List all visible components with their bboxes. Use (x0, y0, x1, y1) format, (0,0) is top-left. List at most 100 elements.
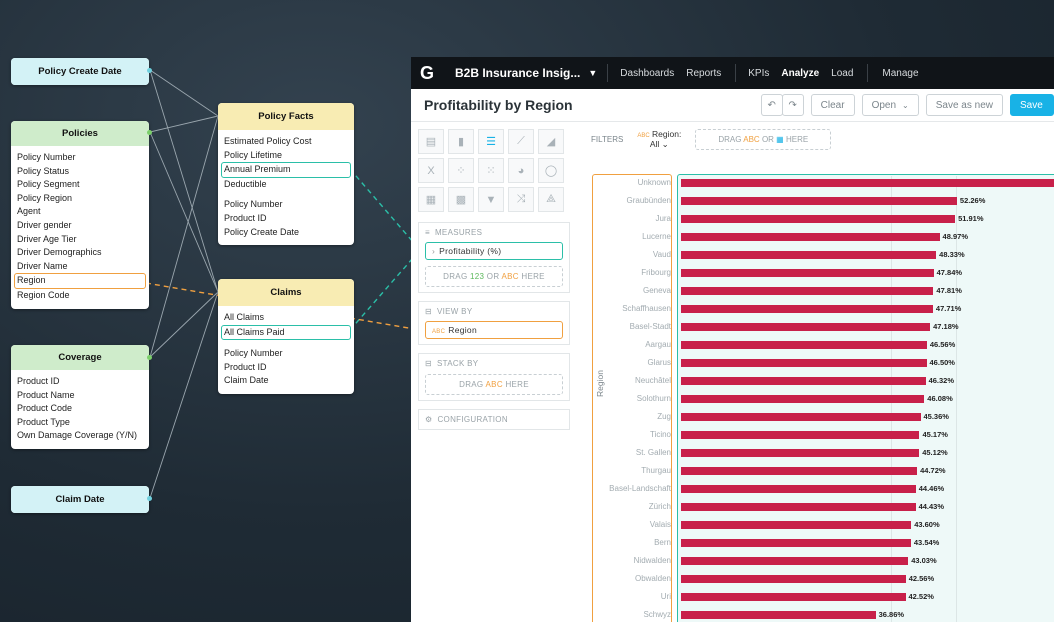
bar[interactable] (681, 611, 876, 619)
fact-deductible[interactable]: Deductible (224, 178, 267, 189)
bar[interactable] (681, 197, 957, 205)
entity-claim-date[interactable]: Claim Date (11, 486, 149, 513)
fact-annual-premium[interactable]: Annual Premium (221, 162, 351, 178)
field-agent[interactable]: Agent (17, 206, 41, 217)
measures-drop-zone[interactable]: DRAG 123 OR ABC HERE (425, 266, 563, 287)
bar[interactable] (681, 449, 920, 457)
bar[interactable] (681, 215, 956, 223)
bar[interactable] (681, 359, 927, 367)
bar[interactable] (681, 539, 911, 547)
fact-policy-lifetime[interactable]: Policy Lifetime (224, 149, 283, 160)
fact-estimated-policy-cost[interactable]: Estimated Policy Cost (224, 136, 312, 146)
logo-icon[interactable]: G (419, 62, 434, 83)
bar[interactable] (681, 179, 1054, 187)
key-product-id[interactable]: Product ID (224, 361, 267, 372)
nav-load[interactable]: Load (831, 67, 854, 79)
redo-button[interactable]: ↷ (781, 94, 804, 116)
bar-chart-icon[interactable]: ☰ (478, 129, 504, 154)
key-policy-create-date[interactable]: Policy Create Date (224, 226, 300, 237)
bubble-chart-icon[interactable]: ⁙ (478, 158, 504, 183)
nav-manage[interactable]: Manage (882, 67, 919, 79)
chevron-down-icon: ⌄ (902, 100, 909, 110)
field-policy-number[interactable]: Policy Number (17, 152, 76, 162)
field-driver-name[interactable]: Driver Name (17, 260, 68, 271)
scatter-plot-icon[interactable]: ⁘ (448, 158, 474, 183)
field-policy-segment[interactable]: Policy Segment (17, 179, 80, 190)
bar[interactable] (681, 557, 909, 565)
bar[interactable] (681, 377, 926, 385)
configuration-section[interactable]: ⚙ CONFIGURATION (418, 409, 570, 430)
fact-all-claims-paid[interactable]: All Claims Paid (221, 324, 351, 341)
nav-reports[interactable]: Reports (686, 67, 722, 79)
field-driver-age-tier[interactable]: Driver Age Tier (17, 233, 77, 244)
headline-icon[interactable]: X (418, 158, 444, 183)
field-driver-gender[interactable]: Driver gender (17, 219, 72, 230)
bar[interactable] (681, 521, 912, 529)
key-policy-number[interactable]: Policy Number (224, 348, 283, 359)
field-policy-region[interactable]: Policy Region (17, 192, 73, 203)
key-claim-date[interactable]: Claim Date (224, 375, 269, 386)
field-region-code[interactable]: Region Code (17, 289, 70, 300)
bar[interactable] (681, 251, 937, 259)
fact-all-claims[interactable]: All Claims (224, 312, 265, 322)
entity-policy-create-date[interactable]: Policy Create Date (11, 58, 149, 85)
chevron-down-icon[interactable]: ▼ (588, 68, 598, 78)
project-name[interactable]: B2B Insurance Insig... (455, 66, 581, 80)
treemap-icon[interactable]: ▦ (418, 187, 444, 212)
measure-profitability[interactable]: › Profitability (%) (425, 242, 563, 260)
line-chart-icon[interactable]: ⟋ (508, 129, 534, 154)
entity-coverage[interactable]: Coverage Product ID Product Name Product… (11, 345, 149, 449)
key-product-id[interactable]: Product ID (224, 212, 267, 223)
combo-chart-icon[interactable]: ⤨ (508, 187, 534, 212)
bar[interactable] (681, 485, 916, 493)
bar[interactable] (681, 395, 925, 403)
bar[interactable] (681, 269, 934, 277)
data-label: 46.32% (928, 376, 954, 385)
bar[interactable] (681, 431, 920, 439)
nav-dashboards[interactable]: Dashboards (620, 67, 675, 79)
field-product-id[interactable]: Product ID (17, 376, 60, 386)
bar[interactable] (681, 305, 933, 313)
field-region[interactable]: Region (14, 273, 146, 289)
undo-button[interactable]: ↶ (760, 94, 783, 116)
table-icon[interactable]: ▤ (418, 129, 444, 154)
filter-drop-zone[interactable]: DRAG ABC OR ▦ HERE (695, 129, 832, 150)
pie-chart-icon[interactable]: ◕ (508, 158, 534, 183)
bar[interactable] (681, 413, 921, 421)
open-button[interactable]: Open ⌄ (861, 94, 919, 116)
nav-kpis[interactable]: KPIs (748, 67, 770, 79)
view-by-region[interactable]: ABC Region (425, 321, 563, 339)
bar[interactable] (681, 341, 927, 349)
field-product-name[interactable]: Product Name (17, 389, 75, 400)
geo-chart-icon[interactable]: ⟁ (538, 187, 564, 212)
save-button[interactable]: Save (1010, 94, 1054, 116)
field-driver-demographics[interactable]: Driver Demographics (17, 247, 102, 258)
field-own-damage-coverage[interactable]: Own Damage Coverage (Y/N) (17, 430, 138, 441)
bar[interactable] (681, 287, 934, 295)
report-title[interactable]: Profitability by Region (424, 97, 573, 113)
field-policy-status[interactable]: Policy Status (17, 165, 70, 176)
bar[interactable] (681, 503, 916, 511)
data-label: 48.97% (942, 232, 968, 241)
area-chart-icon[interactable]: ◢ (538, 129, 564, 154)
entity-policy-facts[interactable]: Policy Facts Estimated Policy Cost Polic… (218, 103, 354, 246)
clear-button[interactable]: Clear (810, 94, 855, 116)
column-chart-icon[interactable]: ▮ (448, 129, 474, 154)
bar[interactable] (681, 575, 906, 583)
bar[interactable] (681, 593, 906, 601)
funnel-icon[interactable]: ▼ (478, 187, 504, 212)
save-as-new-button[interactable]: Save as new (925, 94, 1003, 116)
donut-chart-icon[interactable]: ◯ (538, 158, 564, 183)
field-product-type[interactable]: Product Type (17, 416, 70, 427)
bar[interactable] (681, 323, 931, 331)
entity-claims[interactable]: Claims All Claims All Claims Paid Policy… (218, 279, 354, 394)
stack-by-drop-zone[interactable]: DRAG ABC HERE (425, 374, 563, 395)
key-policy-number[interactable]: Policy Number (224, 199, 283, 210)
field-product-code[interactable]: Product Code (17, 403, 73, 414)
nav-analyze[interactable]: Analyze (781, 67, 820, 79)
filter-region[interactable]: ABC Region: All ⌄ (637, 129, 681, 150)
heatmap-icon[interactable]: ▩ (448, 187, 474, 212)
bar[interactable] (681, 233, 940, 241)
bar[interactable] (681, 467, 918, 475)
entity-policies[interactable]: Policies Policy Number Policy Status Pol… (11, 121, 149, 309)
